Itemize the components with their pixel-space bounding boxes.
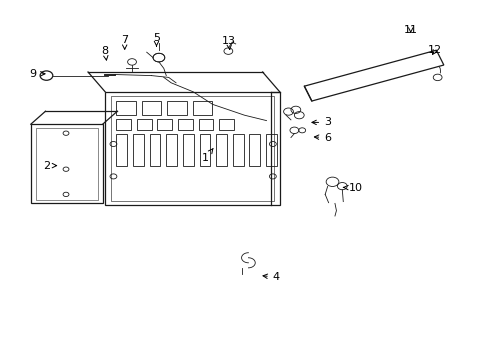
Text: 5: 5 — [153, 33, 160, 46]
Text: 4: 4 — [263, 272, 279, 282]
Text: 10: 10 — [343, 183, 362, 193]
Text: 11: 11 — [403, 24, 417, 35]
Text: 7: 7 — [121, 35, 128, 49]
Text: 9: 9 — [30, 69, 45, 79]
Text: 12: 12 — [427, 45, 441, 55]
Text: 2: 2 — [43, 161, 57, 171]
Text: 6: 6 — [314, 132, 330, 143]
Text: 8: 8 — [102, 46, 108, 60]
Text: 1: 1 — [202, 148, 213, 163]
Text: 13: 13 — [222, 36, 235, 50]
Text: 3: 3 — [311, 117, 330, 127]
